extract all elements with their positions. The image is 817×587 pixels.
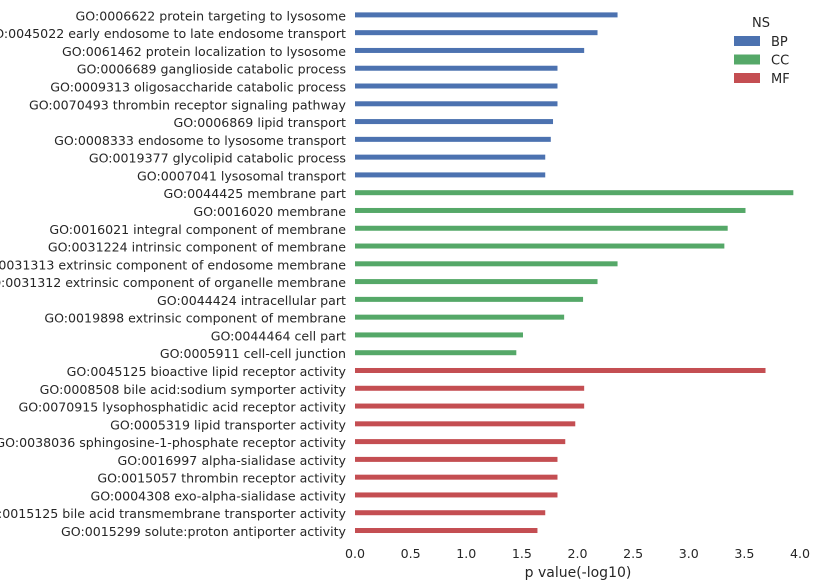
bar-mf — [355, 439, 566, 445]
category-label: GO:0009313 oligosaccharide catabolic pro… — [50, 80, 346, 95]
bar-cc — [355, 279, 598, 285]
legend-title: NS — [752, 16, 770, 31]
category-label: GO:0015125 bile acid transmembrane trans… — [0, 506, 347, 521]
bar-cc — [355, 261, 618, 267]
category-label: GO:0061462 protein localization to lysos… — [62, 44, 346, 59]
bar-mf — [355, 528, 538, 534]
category-label: GO:0038036 sphingosine-1-phosphate recep… — [0, 435, 347, 450]
category-label: GO:0005911 cell-cell junction — [160, 346, 346, 361]
x-tick-label: 2.0 — [567, 546, 587, 561]
bar-bp — [355, 65, 558, 71]
bar-cc — [355, 243, 725, 249]
x-tick-label: 1.0 — [456, 546, 476, 561]
x-tick-label: 0.0 — [345, 546, 365, 561]
bar-mf — [355, 403, 585, 409]
x-tick-label: 2.5 — [623, 546, 643, 561]
category-label: GO:0008508 bile acid:sodium symporter ac… — [40, 382, 347, 397]
legend-items: BP CC MF — [734, 35, 790, 87]
legend-label-cc: CC — [771, 54, 789, 69]
legend-swatch-cc — [734, 54, 760, 65]
bar-cc — [355, 350, 517, 356]
bars-layer — [355, 12, 794, 534]
category-label: GO:0019377 glycolipid catabolic process — [89, 151, 346, 166]
bar-mf — [355, 474, 558, 480]
bar-cc — [355, 332, 523, 338]
bar-bp — [355, 172, 546, 178]
bar-cc — [355, 207, 746, 213]
category-label: GO:0031312 extrinsic component of organe… — [0, 275, 346, 290]
bar-bp — [355, 119, 554, 125]
category-label: GO:0005319 lipid transporter activity — [110, 417, 346, 432]
category-label: GO:0031224 intrinsic component of membra… — [48, 240, 346, 255]
category-label: GO:0016020 membrane — [193, 204, 346, 219]
category-label: GO:0044424 intracellular part — [157, 293, 346, 308]
category-label: GO:0006689 ganglioside catabolic process — [77, 62, 346, 77]
x-tick-label: 4.0 — [790, 546, 810, 561]
category-label: GO:0007041 lysosomal transport — [137, 168, 346, 183]
category-label: GO:0044425 membrane part — [163, 186, 346, 201]
x-tick-label: 3.0 — [679, 546, 699, 561]
bar-mf — [355, 510, 546, 516]
legend-swatch-bp — [734, 36, 760, 46]
category-label: GO:0004308 exo-alpha-sialidase activity — [90, 488, 346, 503]
bar-cc — [355, 225, 728, 231]
category-label: GO:0016997 alpha-sialidase activity — [118, 453, 347, 468]
bar-cc — [355, 296, 584, 302]
category-label: GO:0015299 solute:proton antiporter acti… — [61, 524, 347, 539]
category-label: GO:0015057 thrombin receptor activity — [97, 471, 346, 486]
bar-bp — [355, 154, 546, 160]
category-label: GO:0016021 integral component of membran… — [49, 222, 346, 237]
bar-bp — [355, 47, 585, 53]
legend-label-bp: BP — [771, 35, 788, 50]
legend: NS BP CC MF — [734, 16, 790, 87]
bar-mf — [355, 492, 558, 498]
bar-cc — [355, 314, 565, 320]
bar-bp — [355, 101, 558, 107]
legend-swatch-mf — [734, 73, 760, 83]
category-labels: GO:0006622 protein targeting to lysosome… — [0, 8, 347, 539]
bar-mf — [355, 421, 576, 427]
category-label: GO:0045022 early endosome to late endoso… — [0, 26, 346, 41]
category-label: GO:0044464 cell part — [211, 328, 346, 343]
bar-cc — [355, 190, 794, 196]
bar-mf — [355, 385, 585, 391]
bar-bp — [355, 12, 618, 18]
x-tick-label: 3.5 — [734, 546, 754, 561]
bar-bp — [355, 30, 598, 36]
x-tick-label: 0.5 — [401, 546, 421, 561]
legend-label-mf: MF — [771, 72, 790, 87]
x-tick-label: 1.5 — [512, 546, 532, 561]
category-label: GO:0006622 protein targeting to lysosome — [76, 8, 347, 23]
bar-mf — [355, 456, 558, 462]
category-label: GO:0019898 extrinsic component of membra… — [44, 311, 346, 326]
category-label: GO:0031313 extrinsic component of endoso… — [0, 257, 346, 272]
bar-mf — [355, 367, 766, 373]
category-label: GO:0008333 endosome to lysosome transpor… — [54, 133, 346, 148]
x-axis-ticks: 0.0 0.5 1.0 1.5 2.0 2.5 3.0 3.5 4.0 — [345, 546, 810, 561]
category-label: GO:0070493 thrombin receptor signaling p… — [29, 97, 347, 112]
bar-bp — [355, 136, 551, 142]
bar-bp — [355, 83, 558, 89]
category-label: GO:0045125 bioactive lipid receptor acti… — [67, 364, 347, 379]
category-label: GO:0006869 lipid transport — [174, 115, 347, 130]
x-axis-label: p value(-log10) — [525, 565, 632, 581]
category-label: GO:0070915 lysophosphatidic acid recepto… — [19, 400, 347, 415]
